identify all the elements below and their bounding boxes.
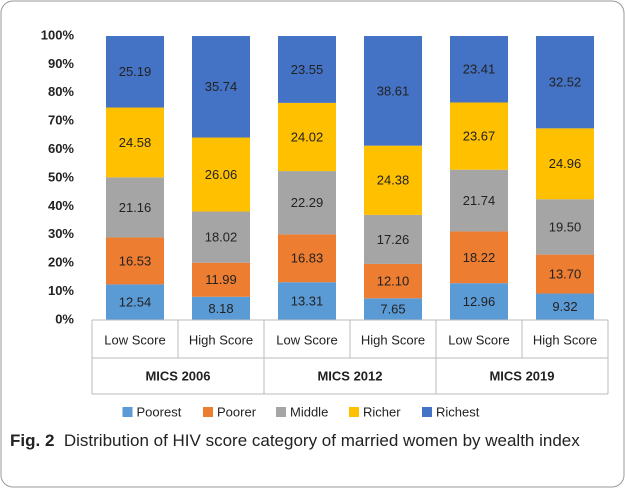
data-label: 11.99 xyxy=(205,272,237,287)
bar-segment xyxy=(450,169,508,232)
legend-swatch xyxy=(203,407,213,417)
data-label: 9.32 xyxy=(552,299,577,314)
bar-segment xyxy=(364,298,422,320)
y-tick-label: 50% xyxy=(48,169,74,184)
data-label: 23.41 xyxy=(463,62,496,77)
bar-segment xyxy=(192,36,250,138)
y-tick-label: 100% xyxy=(41,27,75,42)
data-label: 17.26 xyxy=(377,232,410,247)
y-tick-label: 30% xyxy=(48,226,74,241)
bar-segment xyxy=(536,199,594,255)
y-tick-label: 20% xyxy=(48,255,74,270)
data-label: 22.29 xyxy=(291,195,324,210)
data-label: 12.96 xyxy=(463,294,496,309)
caption-label: Fig. 2 xyxy=(10,431,55,450)
bar-segment xyxy=(364,145,422,215)
data-label: 13.31 xyxy=(291,294,324,309)
bar-segment xyxy=(192,137,250,212)
legend-swatch xyxy=(122,407,133,417)
legend-swatch xyxy=(276,407,286,417)
data-label: 26.06 xyxy=(205,167,238,182)
data-label: 21.74 xyxy=(463,193,496,208)
bar-segment xyxy=(106,107,164,178)
caption-text: Distribution of HIV score category of ma… xyxy=(63,431,580,450)
data-label: 35.74 xyxy=(205,79,238,94)
bar-segment xyxy=(192,296,250,320)
bar-segment xyxy=(450,102,508,170)
bar-segment xyxy=(278,102,336,172)
y-tick-label: 60% xyxy=(48,141,74,156)
y-tick-label: 70% xyxy=(48,113,74,128)
data-label: 13.70 xyxy=(549,267,582,282)
data-label: 18.02 xyxy=(205,230,238,245)
caption: Fig. 2 Distribution of HIV score categor… xyxy=(10,428,590,453)
y-tick-label: 0% xyxy=(55,311,74,326)
bar-segment xyxy=(364,263,422,299)
data-label: 24.02 xyxy=(291,129,324,144)
bar-segment xyxy=(536,128,594,200)
data-label: 8.18 xyxy=(208,301,233,316)
bar-segment xyxy=(278,234,336,283)
data-label: 19.50 xyxy=(549,219,582,234)
bar-segment xyxy=(106,36,164,108)
x-tick-label: Low Score xyxy=(276,332,337,347)
y-tick-label: 90% xyxy=(48,56,74,71)
group-label: MICS 2019 xyxy=(489,368,554,383)
data-label: 12.10 xyxy=(377,274,410,289)
bar-segment xyxy=(106,284,164,320)
group-label: MICS 2012 xyxy=(317,368,382,383)
data-label: 18.22 xyxy=(463,250,496,265)
bar-segment xyxy=(450,231,508,284)
legend-label: Middle xyxy=(290,404,328,419)
bar-segment xyxy=(278,171,336,235)
legend-label: Richest xyxy=(436,404,480,419)
data-label: 32.52 xyxy=(549,75,582,90)
legend-label: Richer xyxy=(363,404,401,419)
data-label: 21.16 xyxy=(119,200,152,215)
data-label: 24.96 xyxy=(549,156,582,171)
data-label: 7.65 xyxy=(380,302,405,317)
bar-segment xyxy=(450,36,508,103)
bar-segment xyxy=(106,177,164,238)
bar-segment xyxy=(536,254,594,294)
data-label: 38.61 xyxy=(377,83,410,98)
x-tick-label: High Score xyxy=(189,332,253,347)
x-tick-label: Low Score xyxy=(104,332,165,347)
bar-segment xyxy=(364,214,422,264)
bar-segment xyxy=(278,36,336,103)
data-label: 23.67 xyxy=(463,129,496,144)
bar-segment xyxy=(278,282,336,320)
bar-segment xyxy=(192,262,250,297)
data-label: 12.54 xyxy=(119,295,152,310)
y-tick-label: 10% xyxy=(48,283,74,298)
data-label: 23.55 xyxy=(291,62,324,77)
bar-segment xyxy=(106,237,164,285)
legend-label: Poorest xyxy=(137,404,182,419)
data-label: 16.83 xyxy=(291,251,324,266)
legend-swatch xyxy=(349,407,359,417)
legend-swatch xyxy=(422,407,432,417)
y-tick-label: 80% xyxy=(48,84,74,99)
bar-segment xyxy=(192,211,250,263)
bar-segment xyxy=(450,283,508,320)
bar-segment xyxy=(364,36,422,146)
legend-label: Poorer xyxy=(217,404,257,419)
x-tick-label: High Score xyxy=(533,332,597,347)
data-label: 24.58 xyxy=(119,135,152,150)
bar-segment xyxy=(536,293,594,320)
data-label: 16.53 xyxy=(119,253,152,268)
x-tick-label: Low Score xyxy=(448,332,509,347)
data-label: 25.19 xyxy=(119,64,152,79)
x-tick-label: High Score xyxy=(361,332,425,347)
y-tick-label: 40% xyxy=(48,198,74,213)
bar-segment xyxy=(536,36,594,129)
group-label: MICS 2006 xyxy=(145,368,210,383)
data-label: 24.38 xyxy=(377,173,410,188)
